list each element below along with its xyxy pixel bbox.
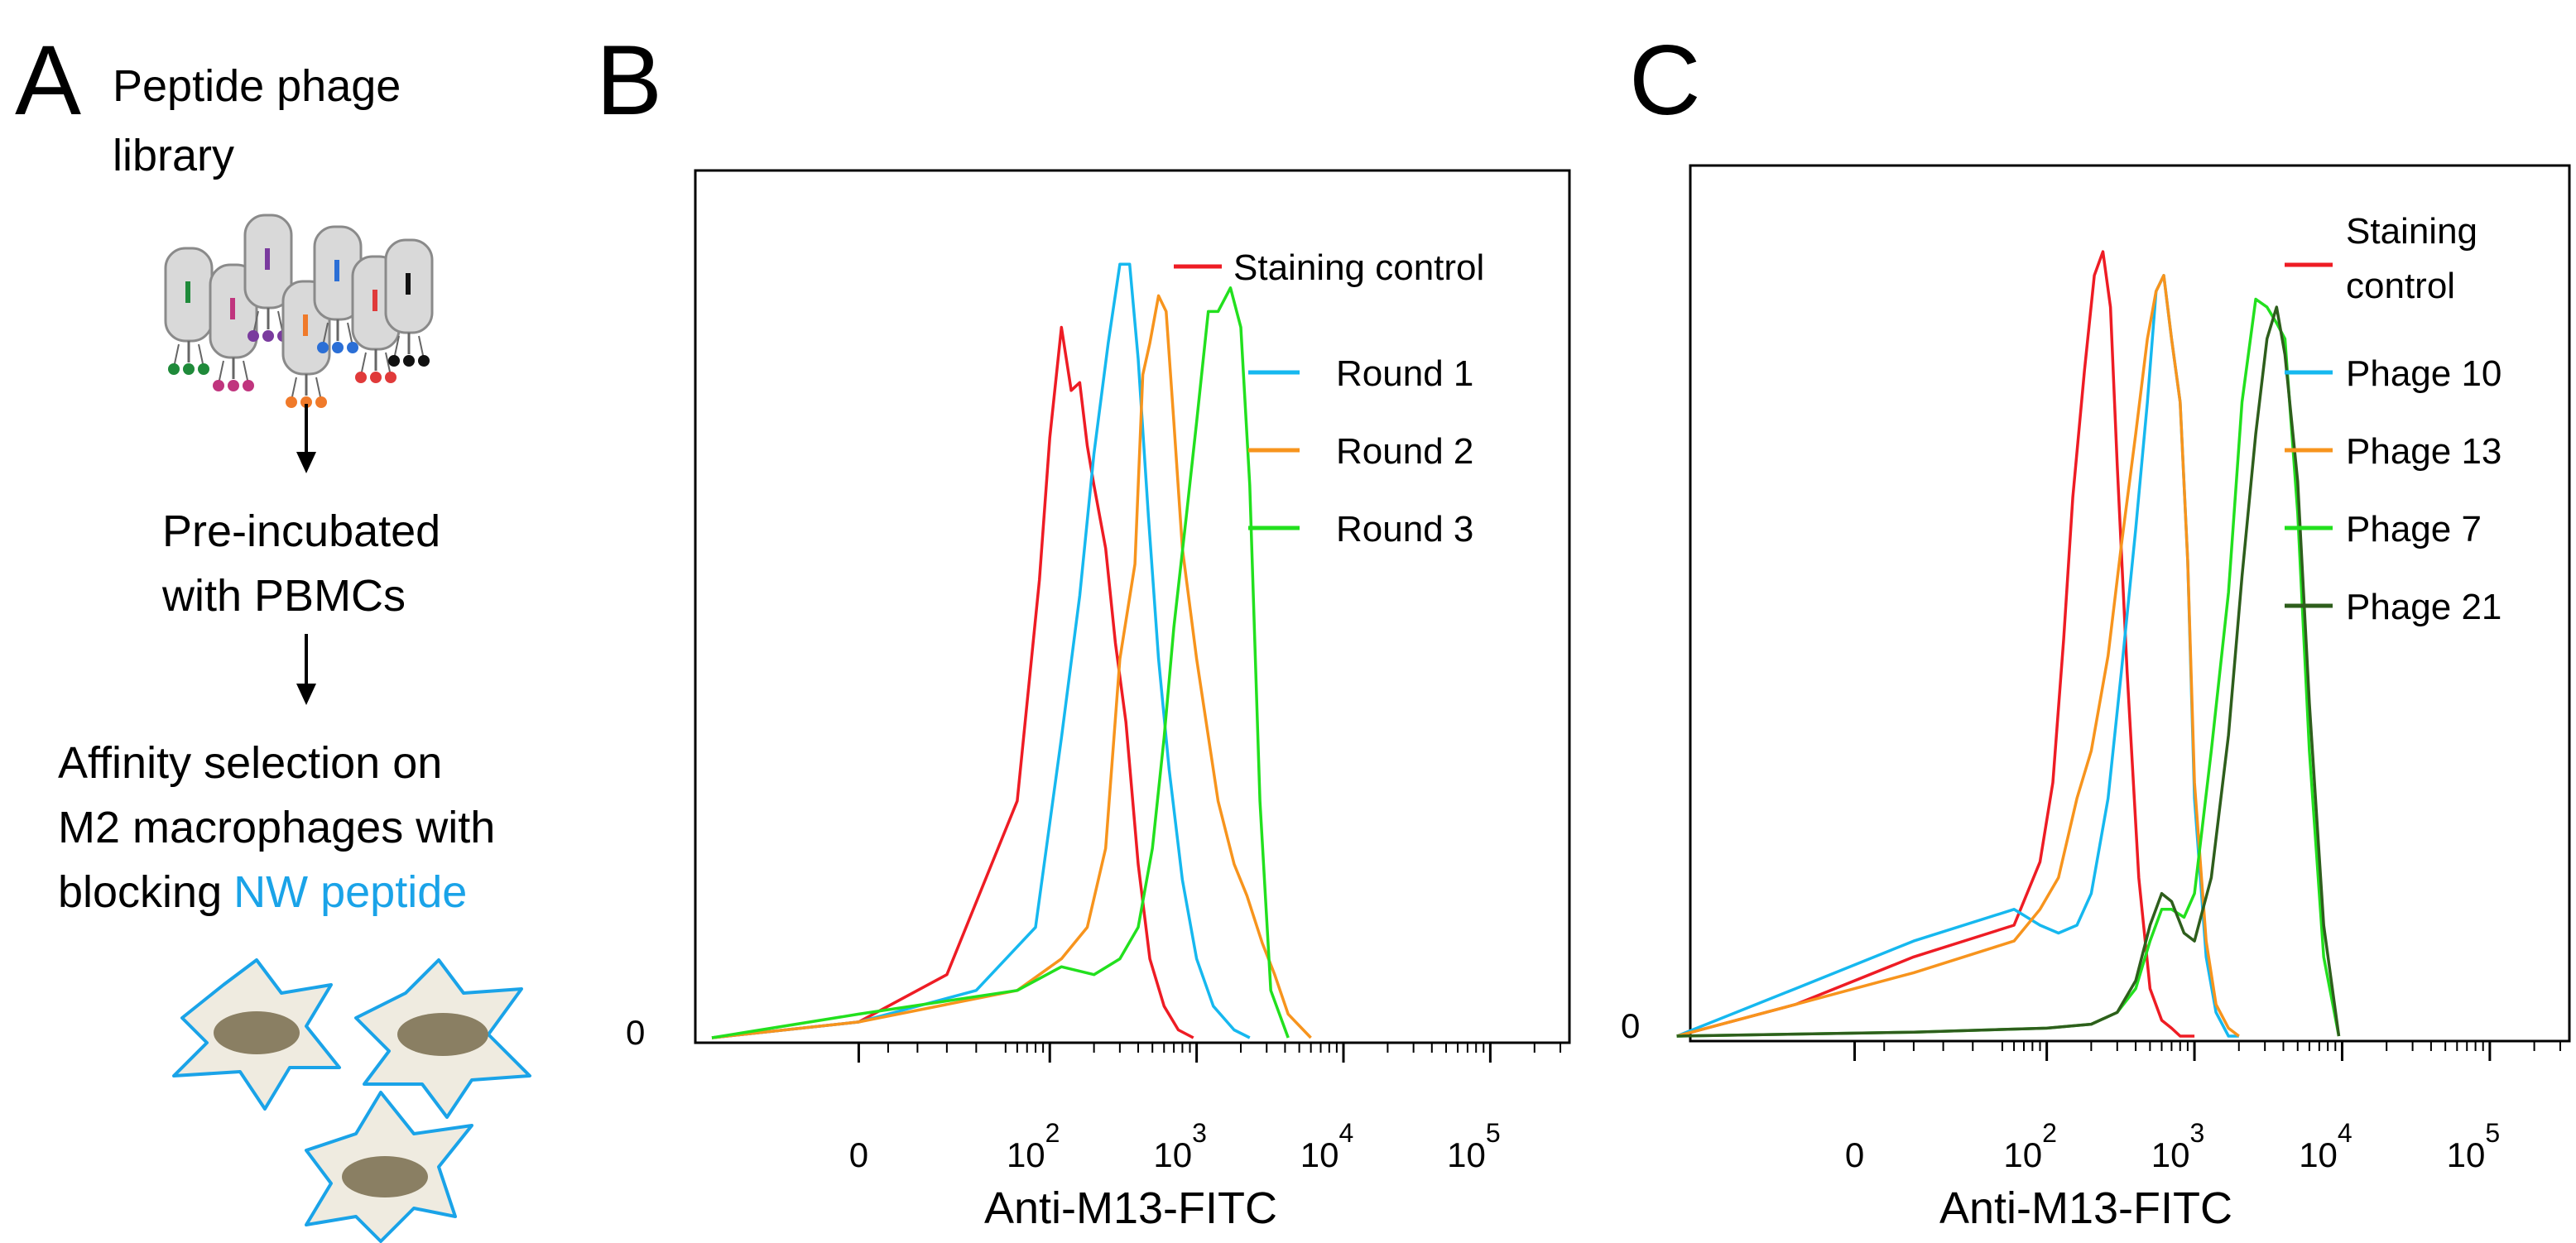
legend-label: control: [2346, 266, 2455, 306]
panel-a-letter: A: [15, 25, 81, 136]
phage-particle: [243, 214, 293, 342]
plot-frame-c: [1689, 164, 2571, 1043]
peptide-tip: [198, 363, 209, 375]
peptide-tip: [418, 355, 430, 367]
phage-particle: [384, 238, 434, 367]
step3-line1: Affinity selection on: [58, 738, 442, 788]
legend-label: Staining control: [1233, 247, 1484, 288]
peptide-tip: [286, 396, 297, 408]
legend-c: Staining control Phage 10 Phage 13 Phage 7 Ph…: [2285, 211, 2502, 627]
peptide-tip: [243, 380, 254, 391]
peptide-tip: [300, 396, 312, 408]
y-tick-zero-b: 0: [626, 1013, 645, 1052]
series-line-round-3: [711, 286, 1290, 1039]
peptide-tip: [370, 372, 382, 383]
panel-c: C 0 102 103 104 105 0 Anti-M13-FITC Staining…: [1621, 25, 2571, 1233]
plot-frame-b: [694, 169, 1571, 1044]
x-tick-label: 103: [1153, 1118, 1207, 1174]
phage-insert-mark: [372, 290, 377, 311]
x-tick-label: 0: [849, 1135, 868, 1174]
phage-insert-mark: [303, 314, 308, 336]
step2-line1: Pre-incubated: [162, 506, 440, 556]
phage-insert-mark: [265, 248, 270, 270]
series-line-round-1: [711, 262, 1251, 1039]
step2-line2: with PBMCs: [161, 571, 406, 621]
step3-line2: M2 macrophages with: [58, 803, 495, 852]
x-tick-label: 104: [1300, 1118, 1354, 1174]
x-axis-b: 0 102 103 104 105: [849, 1043, 1562, 1174]
peptide-tip: [228, 380, 239, 391]
peptide-tip: [168, 363, 180, 375]
series-line-round-2: [711, 294, 1312, 1039]
legend-label: Round 3: [1336, 509, 1473, 550]
peptide-tip: [332, 342, 344, 353]
step1-line1: Peptide phage: [113, 61, 401, 111]
legend-label: Phage 21: [2346, 587, 2502, 627]
peptide-tip: [317, 342, 329, 353]
panel-b-letter: B: [596, 25, 662, 136]
nw-peptide-highlight: NW peptide: [233, 867, 467, 917]
x-axis-c: 0 102 103 104 105: [1845, 1041, 2561, 1174]
legend-label: Phage 13: [2346, 431, 2502, 472]
x-tick-label: 105: [2447, 1118, 2501, 1174]
x-tick-label: 102: [2003, 1118, 2057, 1174]
series-line-phage-10: [1676, 274, 2239, 1038]
series-line-phage-13: [1676, 274, 2240, 1038]
x-axis-label-c: Anti-M13-FITC: [1939, 1183, 2232, 1233]
peptide-tip: [315, 396, 327, 408]
legend-label: Staining: [2346, 211, 2477, 252]
phage-particle: [164, 247, 214, 375]
series-group-c: [1676, 250, 2341, 1038]
legend-label: Phage 10: [2346, 353, 2502, 394]
phage-insert-mark: [230, 298, 235, 319]
x-tick-label: 102: [1007, 1118, 1060, 1174]
panel-c-letter: C: [1629, 25, 1701, 136]
x-tick-label: 104: [2299, 1118, 2353, 1174]
arrow-down-icon: [296, 404, 316, 473]
macrophage-cell: [172, 958, 341, 1111]
step3-line3: blocking NW peptide: [58, 867, 467, 917]
peptide-tip: [183, 363, 195, 375]
legend-label: Round 2: [1336, 431, 1473, 472]
series-line-phage-21: [1676, 305, 2341, 1038]
peptide-tip: [355, 372, 367, 383]
peptide-tip: [262, 330, 274, 342]
macrophage-cell: [305, 1091, 473, 1243]
x-tick-label: 103: [2151, 1118, 2205, 1174]
panel-b: B 0 102 103 104 105 0 Anti-M13-FITC Staining…: [596, 25, 1571, 1233]
macrophage-cells-illustration: [172, 958, 531, 1243]
legend-label: Phage 7: [2346, 509, 2482, 550]
phage-insert-mark: [185, 281, 190, 303]
phage-insert-mark: [334, 260, 339, 281]
step1-line2: library: [113, 131, 234, 180]
macrophage-cell: [354, 958, 531, 1119]
series-line-phage-7: [1676, 297, 2341, 1038]
phage-particles: [164, 214, 434, 408]
legend-label: Round 1: [1336, 353, 1473, 394]
peptide-tip: [403, 355, 415, 367]
series-line-staining-control: [711, 325, 1194, 1039]
peptide-tip: [347, 342, 358, 353]
peptide-tip: [388, 355, 400, 367]
x-tick-label: 0: [1845, 1135, 1864, 1174]
panel-a: A Peptide phage library: [15, 25, 531, 1243]
y-tick-zero-c: 0: [1621, 1006, 1640, 1045]
peptide-tip: [385, 372, 396, 383]
phage-insert-mark: [406, 273, 411, 295]
peptide-tip: [248, 330, 259, 342]
step3-blocking: blocking: [58, 867, 222, 917]
series-line-staining-control: [1676, 250, 2195, 1038]
arrow-down-icon: [296, 634, 316, 705]
x-tick-label: 105: [1447, 1118, 1501, 1174]
legend-b: Staining control Round 1 Round 2 Round 3: [1174, 247, 1484, 550]
series-group-b: [711, 262, 1312, 1039]
x-axis-label-b: Anti-M13-FITC: [984, 1183, 1277, 1233]
peptide-tip: [213, 380, 224, 391]
